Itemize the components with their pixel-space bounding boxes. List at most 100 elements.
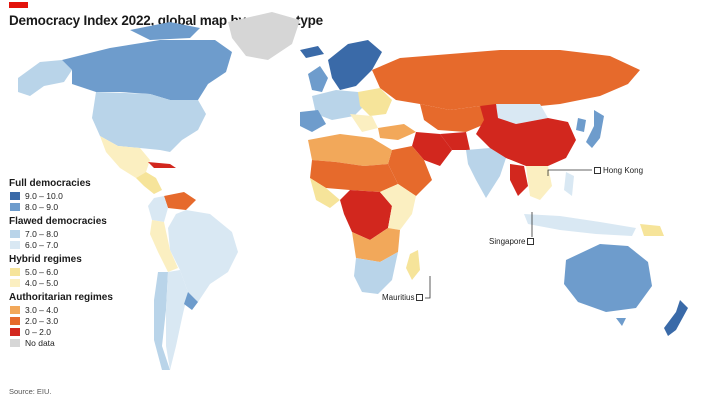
legend-label: 2.0 – 3.0 <box>25 315 59 326</box>
region-venezuela <box>164 192 196 210</box>
region-iberia <box>300 110 326 132</box>
legend-swatch <box>10 240 20 249</box>
region-chile <box>154 272 170 370</box>
legend-label: 6.0 – 7.0 <box>25 239 59 250</box>
region-tasmania <box>616 318 626 326</box>
source-note: Source: EIU. <box>9 387 52 396</box>
region-balkans <box>350 114 378 132</box>
region-indonesia <box>524 214 636 236</box>
legend-swatch <box>10 327 20 336</box>
callout-hong-kong: Hong Kong <box>592 166 644 175</box>
region-india <box>466 148 506 198</box>
legend-swatch <box>10 229 20 238</box>
region-greenland <box>228 12 300 60</box>
region-alaska <box>18 60 72 96</box>
region-arabia <box>388 146 432 196</box>
region-cuba <box>148 162 176 168</box>
region-china <box>476 104 576 166</box>
legend-item: 8.0 – 9.0 <box>10 201 149 212</box>
callout-marker-icon <box>416 294 424 301</box>
legend-group-title: Flawed democracies <box>9 216 107 227</box>
region-philippines <box>564 172 574 196</box>
callout-singapore: Singapore <box>489 237 537 246</box>
callout-singapore-label: Singapore <box>489 237 526 246</box>
region-western-europe <box>312 90 366 120</box>
region-southern-africa <box>354 252 398 294</box>
callout-marker-icon <box>527 238 535 245</box>
region-japan <box>586 110 604 148</box>
legend-label: 9.0 – 10.0 <box>25 190 63 201</box>
region-turkey <box>378 124 416 140</box>
legend-swatch <box>10 267 20 276</box>
legend-label: 0 – 2.0 <box>25 326 51 337</box>
region-afghanistan <box>440 132 470 150</box>
legend-item: 4.0 – 5.0 <box>10 277 149 288</box>
region-new-zealand <box>664 300 688 336</box>
region-north-africa <box>308 134 392 166</box>
region-central-africa <box>340 190 392 240</box>
region-peru-bolivia <box>150 220 178 272</box>
region-central-america <box>136 172 162 194</box>
callout-marker-icon <box>594 167 601 174</box>
legend-label: 7.0 – 8.0 <box>25 228 59 239</box>
region-iran <box>412 132 452 166</box>
legend-label: 8.0 – 9.0 <box>25 201 59 212</box>
legend-group-title: Hybrid regimes <box>9 254 82 265</box>
legend-swatch <box>10 191 20 200</box>
legend-item: 9.0 – 10.0 <box>10 190 149 201</box>
region-brazil <box>168 210 238 302</box>
legend-group: Full democracies 9.0 – 10.0 8.0 – 9.0 <box>9 178 149 212</box>
economist-accent-bar <box>9 2 28 8</box>
region-east-africa <box>380 184 416 230</box>
region-canada-islands <box>130 22 200 40</box>
legend-item: No data <box>10 337 149 348</box>
callout-mauritius-label: Mauritius <box>382 293 415 302</box>
region-mexico <box>100 136 150 178</box>
region-uruguay <box>184 292 198 310</box>
region-colombia <box>148 196 168 222</box>
callout-hong-kong-label: Hong Kong <box>603 166 644 175</box>
legend-label: No data <box>25 337 55 348</box>
hong-kong-leader <box>547 169 594 176</box>
legend-swatch <box>10 278 20 287</box>
region-madagascar <box>406 250 420 280</box>
legend-item: 2.0 – 3.0 <box>10 315 149 326</box>
legend-group-title: Full democracies <box>9 178 91 189</box>
region-png <box>640 224 664 236</box>
legend-group: Flawed democracies 7.0 – 8.0 6.0 – 7.0 <box>9 216 149 250</box>
legend-group: Hybrid regimes 5.0 – 6.0 4.0 – 5.0 <box>9 254 149 288</box>
legend-label: 3.0 – 4.0 <box>25 304 59 315</box>
map-legend: Full democracies 9.0 – 10.0 8.0 – 9.0 Flawe… <box>9 178 149 352</box>
region-uk-ireland <box>308 66 328 92</box>
region-kazakhstan <box>420 104 490 132</box>
legend-swatch <box>10 305 20 314</box>
region-mongolia <box>496 104 548 124</box>
region-argentina <box>166 270 188 370</box>
legend-label: 4.0 – 5.0 <box>25 277 59 288</box>
legend-item: 3.0 – 4.0 <box>10 304 149 315</box>
region-sahel <box>310 160 398 192</box>
legend-swatch <box>10 202 20 211</box>
region-australia <box>564 244 652 312</box>
region-iceland <box>300 46 324 58</box>
legend-item: 5.0 – 6.0 <box>10 266 149 277</box>
legend-label: 5.0 – 6.0 <box>25 266 59 277</box>
region-usa <box>92 92 206 152</box>
legend-group: Authoritarian regimes 3.0 – 4.0 2.0 – 3.0 0… <box>9 292 149 348</box>
legend-group-title: Authoritarian regimes <box>9 292 113 303</box>
region-korea <box>576 118 586 132</box>
legend-swatch <box>10 338 20 347</box>
region-eastern-europe <box>358 88 392 116</box>
legend-swatch <box>10 316 20 325</box>
region-scandinavia <box>328 40 382 90</box>
region-west-africa <box>310 178 340 208</box>
legend-item: 7.0 – 8.0 <box>10 228 149 239</box>
region-russia <box>372 50 640 110</box>
region-southeast-asia <box>526 166 552 200</box>
region-myanmar <box>510 164 528 196</box>
callout-mauritius: Mauritius <box>382 293 426 302</box>
legend-item: 6.0 – 7.0 <box>10 239 149 250</box>
region-southern-africa-upper <box>352 228 400 262</box>
region-canada <box>62 40 232 100</box>
